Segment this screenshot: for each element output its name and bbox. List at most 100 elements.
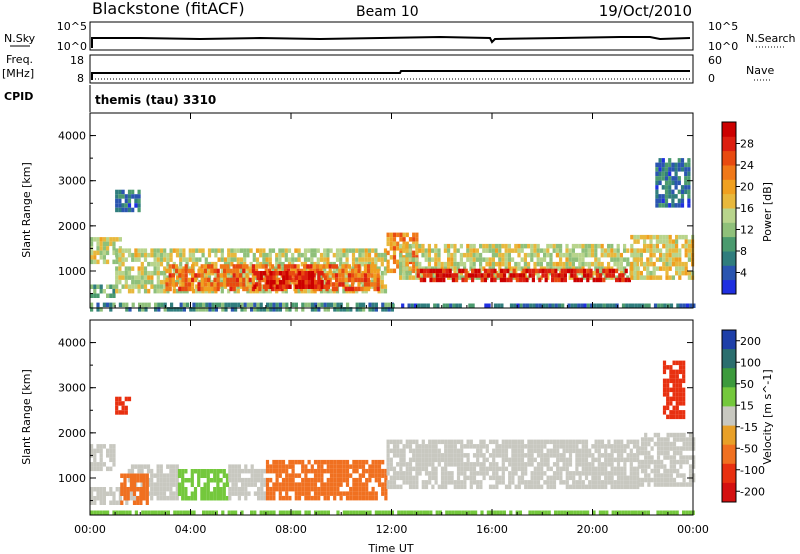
velocity-cell [384, 495, 388, 501]
velocity-cell [389, 448, 393, 454]
velocity-cell [520, 471, 525, 476]
power-cell [655, 176, 659, 181]
power-cell [106, 246, 110, 251]
power-cell [317, 284, 321, 289]
power-cell [668, 266, 672, 271]
power-cell [668, 194, 672, 199]
power-cell [259, 275, 263, 280]
velocity-cell [408, 471, 413, 476]
power-cell [150, 270, 154, 276]
power-cell [437, 252, 441, 258]
velocity-cell [371, 464, 375, 469]
power-cell [274, 277, 278, 283]
velocity-cell [320, 468, 324, 474]
velocity-cell [672, 405, 676, 411]
power-cell [594, 243, 598, 249]
velocity-cell [533, 484, 537, 490]
power-cell [633, 257, 637, 262]
power-cell [253, 284, 257, 289]
velocity-cell [153, 491, 157, 496]
power-cell [613, 261, 617, 267]
power-cell [249, 284, 253, 289]
velocity-cell [549, 448, 553, 454]
velocity-cell [450, 453, 454, 458]
power-cell [335, 257, 340, 262]
power-cell [434, 248, 438, 253]
velocity-cell [426, 510, 430, 515]
power-cell [485, 243, 489, 249]
power-cell [367, 277, 371, 283]
velocity-cell [219, 496, 223, 501]
velocity-cell [456, 439, 461, 445]
velocity-cell [317, 486, 321, 492]
power-cell [342, 288, 346, 294]
power-cell [586, 303, 590, 308]
power-cell [242, 286, 246, 292]
velocity-cell [679, 459, 683, 465]
velocity-cell [234, 486, 238, 492]
velocity-cell [588, 484, 592, 490]
power-cell [467, 273, 471, 278]
power-cell [137, 198, 141, 204]
velocity-cell [358, 486, 362, 492]
velocity-cell [99, 466, 103, 472]
velocity-cell [656, 464, 661, 469]
power-cell [131, 288, 135, 294]
power-cell [658, 203, 662, 208]
power-cell [298, 280, 302, 285]
velocity-cell [640, 510, 644, 515]
power-cell [304, 275, 308, 280]
velocity-cell [666, 401, 670, 406]
power-cell [610, 243, 614, 249]
velocity-cell [597, 462, 601, 467]
power-cell [251, 264, 255, 269]
velocity-cell [453, 444, 457, 449]
power-cell [282, 271, 286, 276]
velocity-cell [307, 486, 311, 492]
velocity-cell [572, 484, 576, 490]
power-cell [647, 303, 651, 308]
power-cell [659, 239, 663, 244]
velocity-cell [581, 462, 585, 467]
power-cell [163, 307, 167, 312]
velocity-cell [626, 480, 630, 485]
power-cell [219, 273, 223, 278]
power-cell [351, 252, 356, 258]
velocity-cell [244, 477, 248, 483]
velocity-cell [584, 475, 589, 481]
power-cell [399, 266, 403, 271]
velocity-cell [636, 475, 640, 481]
velocity-cell [428, 480, 432, 485]
velocity-cell [688, 468, 693, 474]
power-cell [668, 180, 672, 186]
velocity-cell [421, 457, 425, 463]
velocity-cell [269, 510, 273, 515]
velocity-cell [405, 475, 409, 481]
power-cell [150, 284, 154, 289]
velocity-cell [458, 510, 462, 515]
power-cell [491, 261, 495, 267]
power-cell [415, 257, 419, 262]
power-cell [90, 250, 94, 256]
power-cell [341, 273, 345, 278]
velocity-cell [326, 464, 330, 469]
velocity-cell [415, 480, 419, 485]
power-cell [668, 171, 672, 177]
power-cell [313, 261, 317, 267]
velocity-cell [193, 491, 198, 496]
power-cell [608, 268, 612, 274]
power-cell [184, 268, 188, 274]
power-cell [665, 243, 669, 249]
velocity-cell [263, 495, 267, 501]
velocity-cell [675, 414, 679, 420]
velocity-cell [594, 444, 598, 449]
power-cell [671, 243, 675, 249]
velocity-cell [643, 510, 647, 515]
velocity-cell [90, 462, 94, 467]
velocity-cell [339, 495, 343, 501]
power-cell [200, 282, 204, 287]
power-cell [235, 282, 239, 287]
velocity-cell [156, 486, 160, 492]
power-cell [169, 248, 173, 253]
velocity-cell [440, 475, 445, 481]
